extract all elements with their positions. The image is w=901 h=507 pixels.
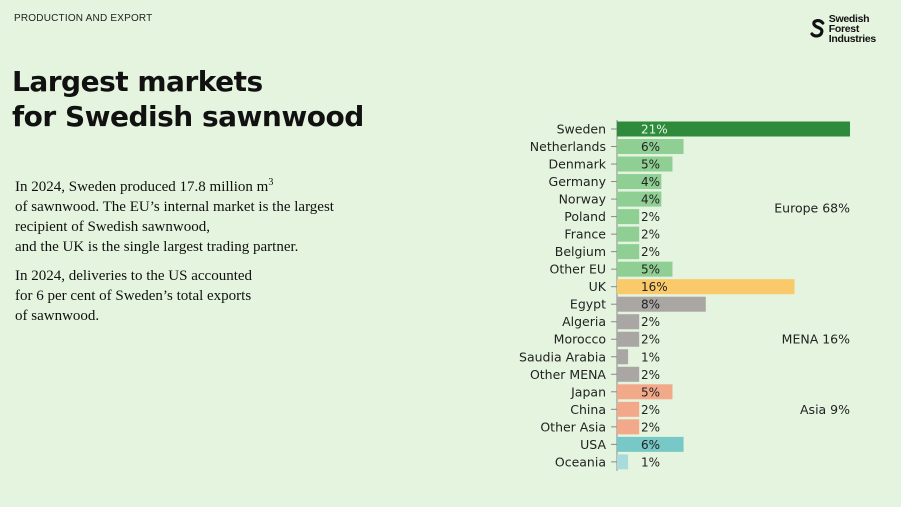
category-label: China [570, 402, 606, 417]
category-label: France [564, 227, 606, 242]
data-label: 2% [641, 245, 660, 259]
data-label: 21% [641, 123, 668, 137]
bar-egypt [617, 296, 706, 312]
bar-germany [617, 174, 662, 190]
bar-other-asia [617, 419, 640, 435]
category-label: Belgium [555, 244, 606, 259]
bar-algeria [617, 314, 640, 330]
bar-france [617, 226, 640, 242]
paragraph-1: In 2024, Sweden produced 17.8 million m3… [15, 173, 385, 257]
category-label: Norway [559, 192, 607, 207]
category-label: Other MENA [530, 367, 606, 382]
body-text: In 2024, Sweden produced 17.8 million m3… [15, 173, 385, 335]
p1-line: recipient of Swedish sawnwood, [15, 219, 210, 235]
bar-uk [617, 279, 795, 295]
category-label: Netherlands [530, 139, 606, 154]
bar-denmark [617, 156, 673, 172]
p1-line: and the UK is the single largest trading… [15, 239, 299, 255]
category-label: Saudia Arabia [519, 349, 606, 364]
data-label: 1% [641, 455, 660, 469]
bar-norway [617, 191, 662, 207]
logo-text-2: Industries [828, 33, 876, 45]
data-label: 5% [641, 385, 660, 399]
category-label: Japan [570, 384, 606, 399]
category-label: Poland [564, 209, 606, 224]
bar-china [617, 401, 640, 417]
data-label: 2% [641, 210, 660, 224]
data-label: 2% [641, 420, 660, 434]
category-label: Morocco [554, 332, 606, 347]
data-label: 1% [641, 350, 660, 364]
category-label: Algeria [562, 314, 606, 329]
data-label: 2% [641, 333, 660, 347]
category-label: Denmark [549, 157, 607, 172]
section-label: PRODUCTION AND EXPORT [14, 13, 153, 24]
bar-oceania [617, 454, 629, 470]
bar-poland [617, 209, 640, 225]
title-line-1: Largest markets [12, 65, 263, 98]
bar-usa [617, 436, 684, 452]
superscript: 3 [268, 177, 274, 188]
logo-icon [810, 19, 825, 38]
group-label: MENA 16% [782, 332, 850, 347]
bar-other-mena [617, 366, 640, 382]
p1-line: In 2024, Sweden produced 17.8 million m [15, 179, 269, 195]
bar-saudia-arabia [617, 349, 629, 365]
p2-line: of sawnwood. [15, 308, 100, 324]
category-label: Oceania [555, 454, 606, 469]
category-label: Germany [549, 174, 607, 189]
group-label: Asia 9% [800, 402, 850, 417]
group-label: Europe 68% [774, 200, 850, 215]
title-line-2: for Swedish sawnwood [12, 100, 364, 133]
data-label: 2% [641, 228, 660, 242]
bar-japan [617, 384, 673, 400]
logo-text-1: Swedish Forest [828, 13, 870, 35]
data-label: 2% [641, 368, 660, 382]
category-label: Other Asia [540, 419, 606, 434]
data-label: 2% [641, 315, 660, 329]
p2-line: In 2024, deliveries to the US accounted [15, 268, 253, 284]
category-label: Other EU [549, 262, 606, 277]
data-label: 16% [641, 280, 668, 294]
data-label: 4% [641, 175, 660, 189]
data-label: 5% [641, 158, 660, 172]
bar-sweden [617, 121, 850, 137]
paragraph-2: In 2024, deliveries to the US accounted … [15, 266, 385, 326]
p2-line: for 6 per cent of Sweden’s total exports [15, 288, 252, 304]
bar-belgium [617, 244, 640, 260]
category-label: Egypt [570, 297, 606, 312]
data-label: 6% [641, 140, 660, 154]
bar-other-eu [617, 261, 673, 277]
bar-netherlands [617, 139, 684, 155]
p1-line: of sawnwood. The EU’s internal market is… [15, 199, 334, 215]
data-label: 5% [641, 263, 660, 277]
page-title: Largest markets for Swedish sawnwood [12, 64, 364, 134]
data-label: 8% [641, 298, 660, 312]
logo: Swedish Forest Industries [810, 14, 901, 44]
data-label: 4% [641, 193, 660, 207]
data-label: 2% [641, 403, 660, 417]
data-label: 6% [641, 438, 660, 452]
category-label: UK [589, 279, 607, 294]
category-label: Sweden [557, 122, 606, 137]
category-label: USA [580, 437, 606, 452]
bar-morocco [617, 331, 640, 347]
